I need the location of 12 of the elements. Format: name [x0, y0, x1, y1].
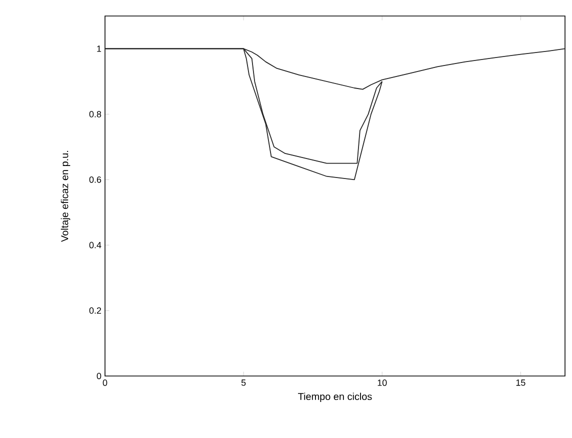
x-tick-label: 0 — [102, 380, 108, 386]
y-tick-label: 0.4 — [89, 242, 102, 248]
y-tick-label: 0.8 — [89, 111, 102, 118]
y-tick-label: 0.6 — [89, 176, 102, 183]
x-tick-label: 15 — [516, 380, 526, 386]
x-tick-label: 10 — [378, 380, 387, 386]
y-tick-label: 0.2 — [89, 307, 102, 314]
y-axis-title: Voltaje eficaz en p.u. — [60, 150, 70, 242]
x-axis-title: Tiempo en ciclos — [298, 392, 372, 402]
x-tick-label: 5 — [241, 380, 246, 386]
y-tick-label: 1 — [97, 46, 102, 52]
y-tick-label: 0 — [96, 372, 102, 380]
